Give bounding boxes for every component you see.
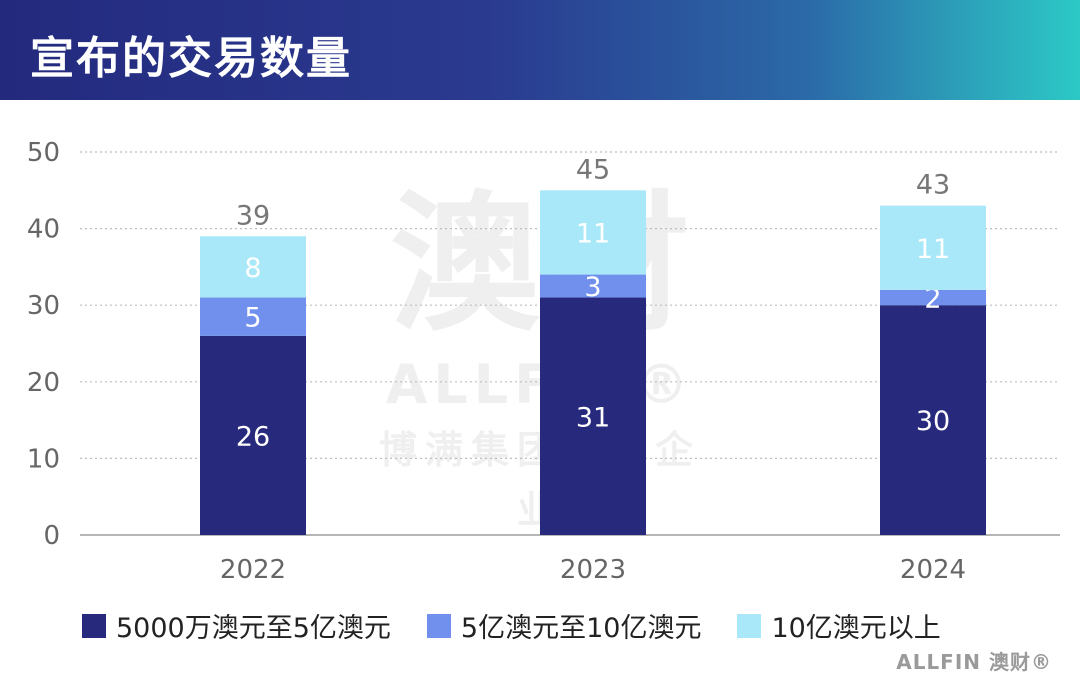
header-banner: 宣布的交易数量 <box>0 0 1080 100</box>
data-label: 11 <box>576 218 610 249</box>
y-tick-label: 30 <box>27 291 60 321</box>
x-tick-label: 2024 <box>900 555 966 585</box>
legend-swatch <box>737 613 762 638</box>
x-tick-label: 2023 <box>560 555 626 585</box>
data-label: 8 <box>244 253 261 284</box>
data-label: 30 <box>916 406 950 437</box>
stacked-bar-chart: 0 10 20 30 40 50 26 5 8 39 2022 31 3 11 45 2023 30 2 11 43 2… <box>27 138 1060 585</box>
legend-label: 5000万澳元至5亿澳元 <box>116 613 391 644</box>
bar-segment <box>540 274 646 298</box>
data-label: 2 <box>924 284 941 315</box>
chart-title: 宣布的交易数量 <box>30 33 352 84</box>
y-tick-label: 50 <box>27 138 60 168</box>
bar-segment <box>880 289 986 306</box>
y-tick-label: 40 <box>27 215 60 245</box>
data-label: 5 <box>244 303 261 334</box>
y-tick-label: 20 <box>27 368 60 398</box>
data-label: 3 <box>584 272 601 303</box>
y-tick-label: 10 <box>27 444 60 474</box>
bar-segment <box>540 297 646 535</box>
bar-segment <box>880 205 986 290</box>
bar-segment <box>540 190 646 275</box>
legend: 5000万澳元至5亿澳元 5亿澳元至10亿澳元 10亿澳元以上 <box>82 606 977 645</box>
data-label: 11 <box>916 234 950 265</box>
x-tick-label: 2022 <box>220 555 286 585</box>
total-label: 39 <box>236 200 270 231</box>
data-label: 31 <box>576 402 610 433</box>
total-label: 43 <box>916 170 950 201</box>
legend-swatch <box>82 613 106 638</box>
bar-segment <box>200 335 306 535</box>
y-tick-label: 0 <box>43 521 60 551</box>
legend-label: 5亿澳元至10亿澳元 <box>460 613 702 644</box>
brand-logo: ALLFIN 澳财® <box>896 650 1052 674</box>
total-label: 45 <box>576 154 610 185</box>
legend-item-series3: 10亿澳元以上 <box>737 606 941 645</box>
legend-item-series1: 5000万澳元至5亿澳元 <box>82 606 391 645</box>
bar-segment <box>200 297 306 336</box>
legend-item-series2: 5亿澳元至10亿澳元 <box>426 606 702 645</box>
data-label: 26 <box>236 421 270 452</box>
bar-segment <box>200 236 306 298</box>
legend-label: 10亿澳元以上 <box>771 613 941 644</box>
legend-swatch <box>426 613 451 638</box>
bar-segment <box>880 305 986 535</box>
